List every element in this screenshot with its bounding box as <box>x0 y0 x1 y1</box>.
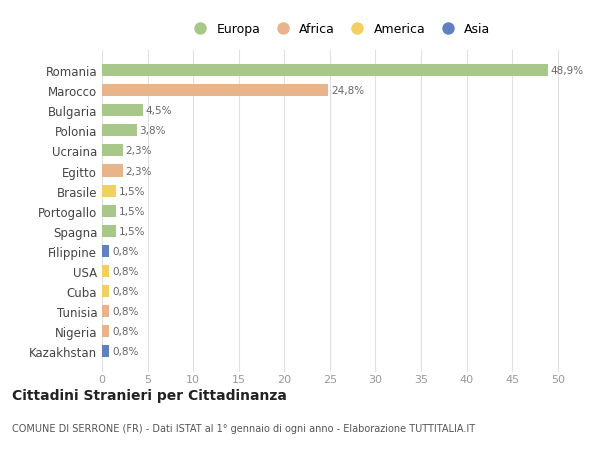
Text: 1,5%: 1,5% <box>118 226 145 236</box>
Bar <box>102 245 109 257</box>
Bar <box>102 205 116 217</box>
Text: 0,8%: 0,8% <box>112 246 139 256</box>
Bar <box>102 85 328 97</box>
Bar <box>102 325 109 337</box>
Text: 0,8%: 0,8% <box>112 286 139 296</box>
Text: 0,8%: 0,8% <box>112 326 139 336</box>
Bar <box>102 285 109 297</box>
Text: 24,8%: 24,8% <box>331 86 364 96</box>
Text: 4,5%: 4,5% <box>146 106 172 116</box>
Text: 0,8%: 0,8% <box>112 306 139 316</box>
Bar <box>102 145 123 157</box>
Text: 2,3%: 2,3% <box>126 146 152 156</box>
Bar <box>102 105 143 117</box>
Text: 1,5%: 1,5% <box>118 206 145 216</box>
Bar <box>102 225 116 237</box>
Bar <box>102 185 116 197</box>
Text: Cittadini Stranieri per Cittadinanza: Cittadini Stranieri per Cittadinanza <box>12 388 287 403</box>
Text: 0,8%: 0,8% <box>112 266 139 276</box>
Bar <box>102 265 109 277</box>
Text: 0,8%: 0,8% <box>112 346 139 356</box>
Text: 2,3%: 2,3% <box>126 166 152 176</box>
Text: 48,9%: 48,9% <box>550 66 584 76</box>
Bar <box>102 305 109 317</box>
Text: 3,8%: 3,8% <box>139 126 166 136</box>
Bar <box>102 345 109 357</box>
Legend: Europa, Africa, America, Asia: Europa, Africa, America, Asia <box>182 18 496 41</box>
Bar <box>102 165 123 177</box>
Bar <box>102 65 548 77</box>
Text: 1,5%: 1,5% <box>118 186 145 196</box>
Text: COMUNE DI SERRONE (FR) - Dati ISTAT al 1° gennaio di ogni anno - Elaborazione TU: COMUNE DI SERRONE (FR) - Dati ISTAT al 1… <box>12 424 475 433</box>
Bar <box>102 125 137 137</box>
